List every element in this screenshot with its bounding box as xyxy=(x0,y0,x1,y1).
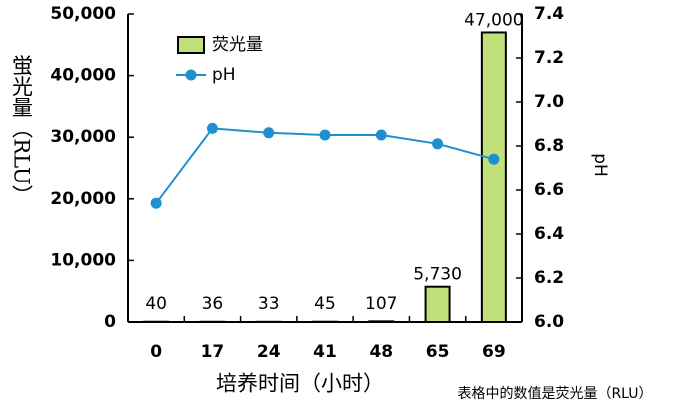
x-tick-label: 17 xyxy=(201,342,225,362)
y2-tick-label: 6.2 xyxy=(534,268,564,288)
point xyxy=(488,153,500,165)
data-label: 33 xyxy=(258,294,280,314)
data-label: 107 xyxy=(365,294,397,314)
y-tick-label: 40,000 xyxy=(50,66,116,86)
point xyxy=(206,122,218,134)
y2-tick-label: 6.4 xyxy=(534,224,564,244)
y-tick-label: 30,000 xyxy=(50,127,116,147)
y2-tick-label: 7.2 xyxy=(534,48,564,68)
y2-tick-label: 7.0 xyxy=(534,92,564,112)
y-tick-label: 50,000 xyxy=(50,4,116,24)
x-tick-label: 41 xyxy=(313,342,337,362)
x-tick-label: 69 xyxy=(482,342,506,362)
legend-swatch xyxy=(177,36,205,54)
y-tick-label: 0 xyxy=(104,312,116,332)
point xyxy=(263,127,275,139)
point xyxy=(432,138,444,150)
y2-tick-label: 6.6 xyxy=(534,180,564,200)
y2-tick-label: 6.0 xyxy=(534,312,564,332)
point xyxy=(375,129,387,141)
data-label: 36 xyxy=(202,294,224,314)
data-label: 5,730 xyxy=(413,265,462,285)
note: 表格中的数值是荧光量（RLU） xyxy=(457,385,652,402)
legend-swatch xyxy=(185,69,197,81)
legend-label: pH xyxy=(212,65,236,85)
bar xyxy=(480,31,507,323)
data-label: 45 xyxy=(314,294,336,314)
point xyxy=(319,129,331,141)
x-axis-label: 培养时间（小时） xyxy=(216,372,384,396)
y2-axis-label: pH xyxy=(590,153,610,177)
x-tick-label: 65 xyxy=(426,342,450,362)
x-tick-label: 24 xyxy=(257,342,281,362)
x-tick-label: 48 xyxy=(369,342,393,362)
y2-tick-label: 7.4 xyxy=(534,4,564,24)
point xyxy=(150,197,162,209)
data-label: 47,000 xyxy=(464,10,523,30)
data-label: 40 xyxy=(145,294,167,314)
y-tick-label: 10,000 xyxy=(50,250,116,270)
x-tick-label: 0 xyxy=(150,342,162,362)
y-axis-label: 蛍光量（RLU） xyxy=(10,54,34,205)
legend-label: 荧光量 xyxy=(212,35,263,55)
bar xyxy=(424,285,451,323)
y-tick-label: 20,000 xyxy=(50,189,116,209)
y2-tick-label: 6.8 xyxy=(534,136,564,156)
